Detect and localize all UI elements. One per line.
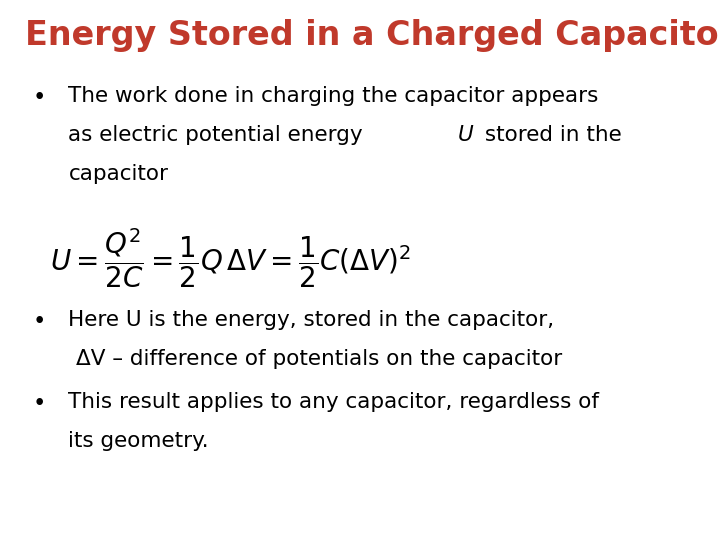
- Text: •: •: [32, 86, 46, 110]
- Text: The work done in charging the capacitor appears: The work done in charging the capacitor …: [68, 86, 599, 106]
- Text: stored in the: stored in the: [478, 125, 621, 145]
- Text: •: •: [32, 310, 46, 333]
- Text: Here U is the energy, stored in the capacitor,: Here U is the energy, stored in the capa…: [68, 310, 554, 330]
- Text: •: •: [32, 392, 46, 415]
- Text: $U = \dfrac{Q^2}{2C} = \dfrac{1}{2}Q\,\Delta V = \dfrac{1}{2}C(\Delta V)^2$: $U = \dfrac{Q^2}{2C} = \dfrac{1}{2}Q\,\D…: [50, 226, 412, 290]
- Text: Energy Stored in a Charged Capacitor: Energy Stored in a Charged Capacitor: [25, 19, 720, 52]
- Text: as electric potential energy: as electric potential energy: [68, 125, 370, 145]
- Text: its geometry.: its geometry.: [68, 431, 209, 451]
- Text: ΔV – difference of potentials on the capacitor: ΔV – difference of potentials on the cap…: [76, 349, 562, 369]
- Text: capacitor: capacitor: [68, 164, 168, 184]
- Text: U: U: [457, 125, 473, 145]
- Text: This result applies to any capacitor, regardless of: This result applies to any capacitor, re…: [68, 392, 599, 412]
